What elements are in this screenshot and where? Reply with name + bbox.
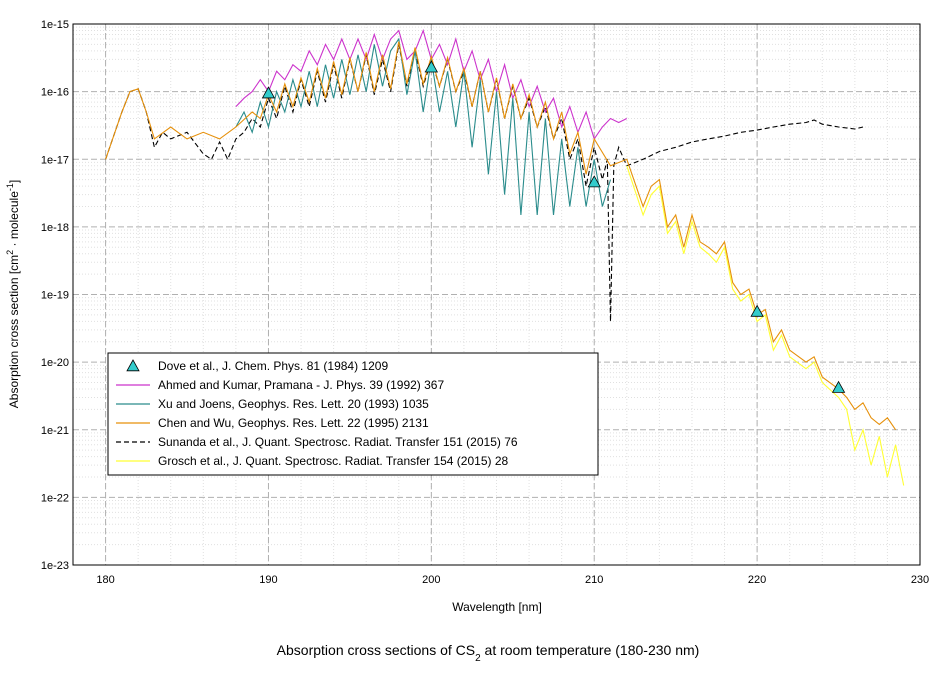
x-tick-label: 190: [259, 574, 277, 586]
data-point: [587, 175, 601, 188]
legend-label: Xu and Joens, Geophys. Res. Lett. 20 (19…: [158, 397, 429, 411]
ylabel-part: 2: [5, 250, 15, 255]
data-point: [750, 304, 764, 317]
y-tick-label: 1e-21: [41, 425, 69, 437]
ylabel-part: Absorption cross section [cm: [7, 255, 21, 408]
y-tick-label: 1e-20: [41, 357, 69, 369]
x-tick-label: 220: [748, 574, 766, 586]
x-tick-label: 200: [422, 574, 440, 586]
ylabel-part: ]: [7, 180, 21, 183]
data-point: [831, 380, 846, 393]
series-line: [105, 41, 897, 431]
series-line: [626, 165, 905, 486]
title-part: 2: [475, 653, 481, 664]
chart-title: Absorption cross sections of CS2 at room…: [277, 642, 700, 664]
legend-label: Ahmed and Kumar, Pramana - J. Phys. 39 (…: [158, 378, 444, 392]
series-line: [235, 37, 612, 216]
ylabel-part: -1: [5, 183, 15, 191]
ylabel-part: · molecule: [7, 191, 21, 250]
y-tick-label: 1e-15: [41, 19, 69, 31]
y-tick-label: 1e-19: [41, 290, 69, 302]
legend-label: Grosch et al., J. Quant. Spectrosc. Radi…: [158, 454, 509, 468]
data-point: [424, 60, 439, 73]
y-tick-label: 1e-22: [41, 492, 69, 504]
title-part: Absorption cross sections of CS: [277, 642, 475, 658]
y-tick-label: 1e-17: [41, 154, 69, 166]
x-tick-label: 210: [585, 574, 603, 586]
title-part: at room temperature (180-230 nm): [481, 642, 700, 658]
y-tick-label: 1e-16: [41, 87, 69, 99]
x-axis-label: Wavelength [nm]: [452, 600, 542, 614]
legend-marker: [126, 359, 140, 372]
x-tick-label: 180: [96, 574, 114, 586]
legend-label: Dove et al., J. Chem. Phys. 81 (1984) 12…: [158, 359, 388, 373]
legend-label: Chen and Wu, Geophys. Res. Lett. 22 (199…: [158, 416, 429, 430]
y-tick-label: 1e-23: [41, 560, 69, 572]
x-tick-label: 230: [911, 574, 929, 586]
legend-label: Sunanda et al., J. Quant. Spectrosc. Rad…: [158, 435, 518, 449]
data-point: [261, 86, 276, 99]
legend-box: [107, 352, 599, 476]
plot-frame: [72, 23, 921, 566]
y-axis-label: Absorption cross section [cm2 · molecule…: [5, 180, 21, 408]
y-tick-label: 1e-18: [41, 222, 69, 234]
